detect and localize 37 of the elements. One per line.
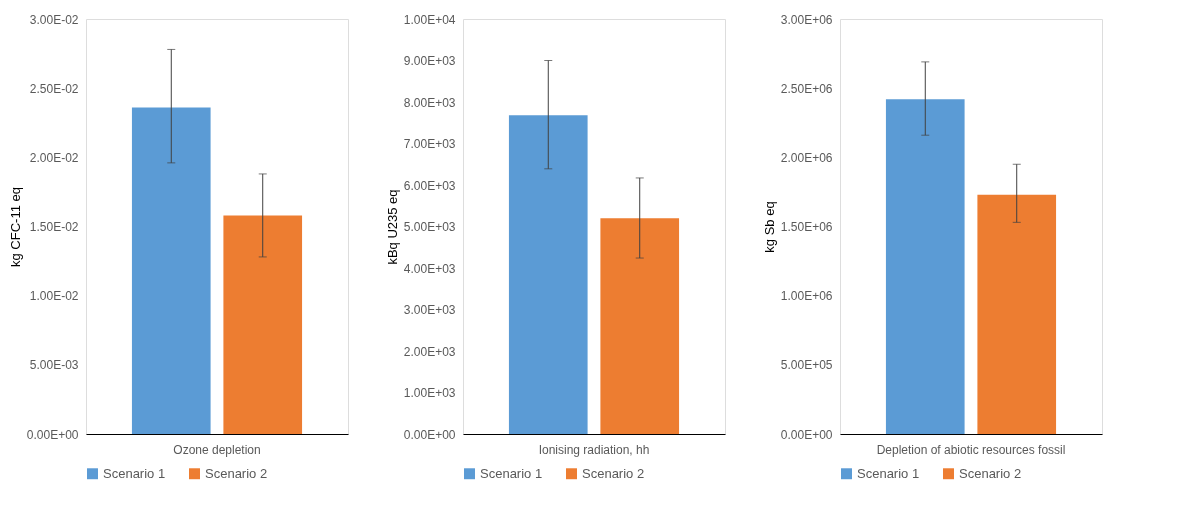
y-tick-label: 0.00E+00 — [403, 427, 456, 442]
y-tick-label: 2.00E+06 — [780, 150, 833, 165]
y-tick-label: 6.00E+03 — [403, 178, 456, 193]
legend-label: Scenario 2 — [205, 465, 268, 481]
y-tick-label: 2.50E-02 — [29, 81, 79, 96]
y-tick-label: 1.00E+04 — [403, 12, 456, 27]
legend-label: Scenario 2 — [959, 465, 1022, 481]
y-tick-label: 2.00E+03 — [403, 344, 456, 359]
y-tick-label: 0.00E+00 — [780, 427, 833, 442]
y-tick-label: 5.00E+05 — [780, 358, 833, 373]
y-tick-label: 5.00E-03 — [29, 358, 79, 373]
y-tick-label: 3.00E-02 — [29, 12, 79, 27]
y-tick-label: 5.00E+03 — [403, 220, 456, 234]
y-axis-title: kg Sb eq — [761, 201, 777, 253]
y-tick-label: 3.00E+03 — [403, 303, 456, 317]
y-tick-label: 2.00E-02 — [29, 150, 79, 165]
y-tick-label: 4.00E+03 — [403, 261, 456, 276]
y-tick-label: 1.50E-02 — [29, 220, 79, 234]
x-tick-label: Ionising radiation, hh — [538, 442, 650, 457]
y-tick-label: 9.00E+03 — [403, 54, 456, 68]
x-tick-label: Depletion of abiotic resources fossil — [876, 442, 1066, 457]
y-axis-title: kg CFC-11 eq — [7, 187, 23, 267]
legend-label: Scenario 2 — [582, 465, 645, 481]
legend-label: Scenario 1 — [480, 465, 543, 481]
y-tick-label: 2.50E+06 — [780, 81, 833, 96]
y-tick-label: 1.00E+03 — [403, 386, 456, 400]
y-tick-label: 0.00E+00 — [26, 427, 79, 442]
y-tick-label: 1.50E+06 — [780, 220, 833, 234]
legend-label: Scenario 1 — [103, 465, 166, 481]
legend-label: Scenario 1 — [857, 465, 920, 481]
y-tick-label: 1.00E-02 — [29, 289, 79, 304]
y-axis-title: kBq U235 eq — [384, 189, 400, 265]
x-tick-label: Ozone depletion — [173, 442, 261, 457]
y-tick-label: 8.00E+03 — [403, 95, 456, 110]
y-tick-label: 7.00E+03 — [403, 137, 456, 151]
y-tick-label: 1.00E+06 — [780, 289, 833, 304]
y-tick-label: 3.00E+06 — [780, 12, 833, 27]
